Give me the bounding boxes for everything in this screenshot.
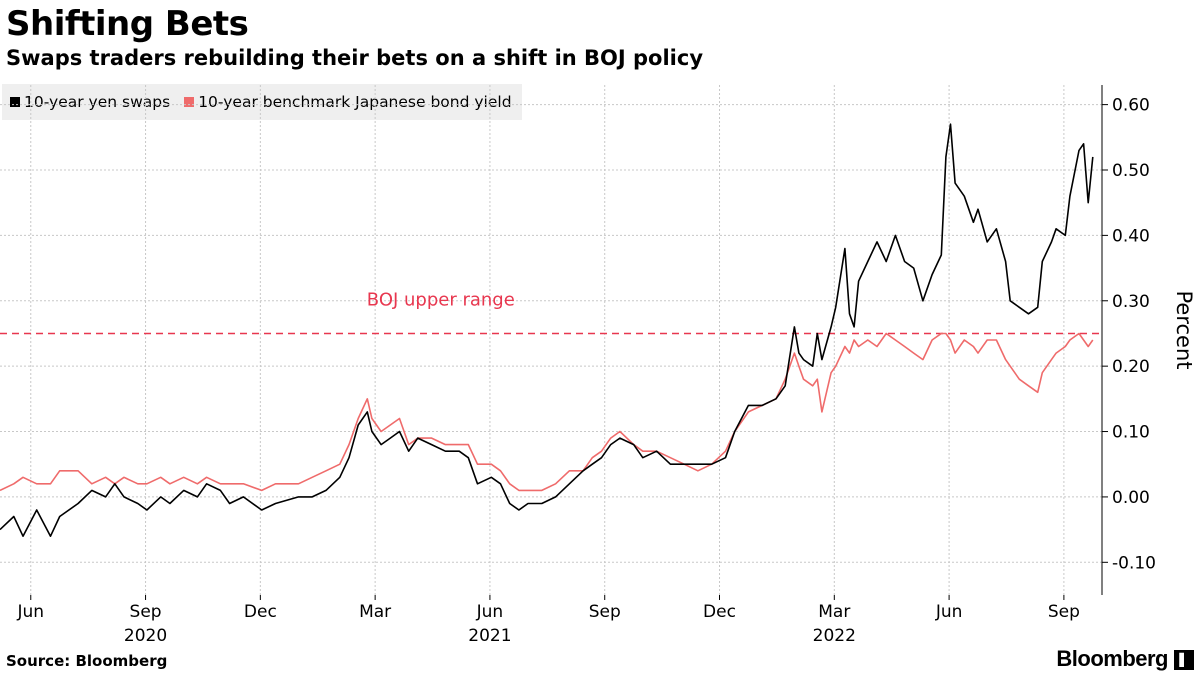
- chart-subtitle: Swaps traders rebuilding their bets on a…: [6, 46, 704, 70]
- legend-swatch-swaps: [10, 97, 20, 107]
- x-tick-label: Dec: [244, 602, 277, 622]
- x-tick-label: Mar: [359, 602, 391, 622]
- y-tick-label: 0.00: [1112, 488, 1150, 508]
- legend-swatch-bond-yield: [184, 97, 195, 107]
- boj-upper-range-label: BOJ upper range: [367, 289, 515, 310]
- x-year-label: 2021: [468, 626, 511, 646]
- y-tick-label: 0.10: [1112, 423, 1150, 443]
- chart-title: Shifting Bets: [6, 4, 249, 44]
- series-line-yen-swaps: [0, 123, 1094, 537]
- x-tick-label: Jun: [476, 602, 504, 622]
- y-axis-title: Percent: [1172, 290, 1196, 369]
- bloomberg-terminal-icon: ▌: [1174, 650, 1194, 670]
- x-tick-label: Dec: [703, 602, 736, 622]
- x-tick-label: Sep: [130, 602, 162, 622]
- x-year-label: 2020: [124, 626, 167, 646]
- x-tick-label: Jun: [935, 602, 963, 622]
- legend-label-bond-yield: 10-year benchmark Japanese bond yield: [198, 93, 512, 111]
- y-tick-label: 0.50: [1112, 161, 1150, 181]
- x-year-label: 2022: [813, 626, 856, 646]
- y-tick-label: 0.20: [1112, 357, 1150, 377]
- x-tick-label: Sep: [589, 602, 621, 622]
- y-tick-label: 0.30: [1112, 292, 1150, 312]
- series-line-jgb-yield: [0, 332, 1094, 492]
- legend: 10-year yen swaps 10-year benchmark Japa…: [2, 84, 522, 120]
- legend-label-swaps: 10-year yen swaps: [24, 93, 171, 111]
- x-tick-label: Mar: [818, 602, 850, 622]
- source-note: Source: Bloomberg: [6, 652, 168, 670]
- x-tick-label: Jun: [16, 602, 44, 622]
- x-tick-label: Sep: [1048, 602, 1080, 622]
- y-tick-label: 0.40: [1112, 226, 1150, 246]
- legend-item-swaps: 10-year yen swaps: [10, 93, 170, 111]
- y-tick-label: -0.10: [1112, 553, 1156, 573]
- bloomberg-logo: Bloomberg: [1056, 646, 1168, 671]
- y-tick-label: 0.60: [1112, 96, 1150, 116]
- legend-item-bond-yield: 10-year benchmark Japanese bond yield: [184, 93, 512, 111]
